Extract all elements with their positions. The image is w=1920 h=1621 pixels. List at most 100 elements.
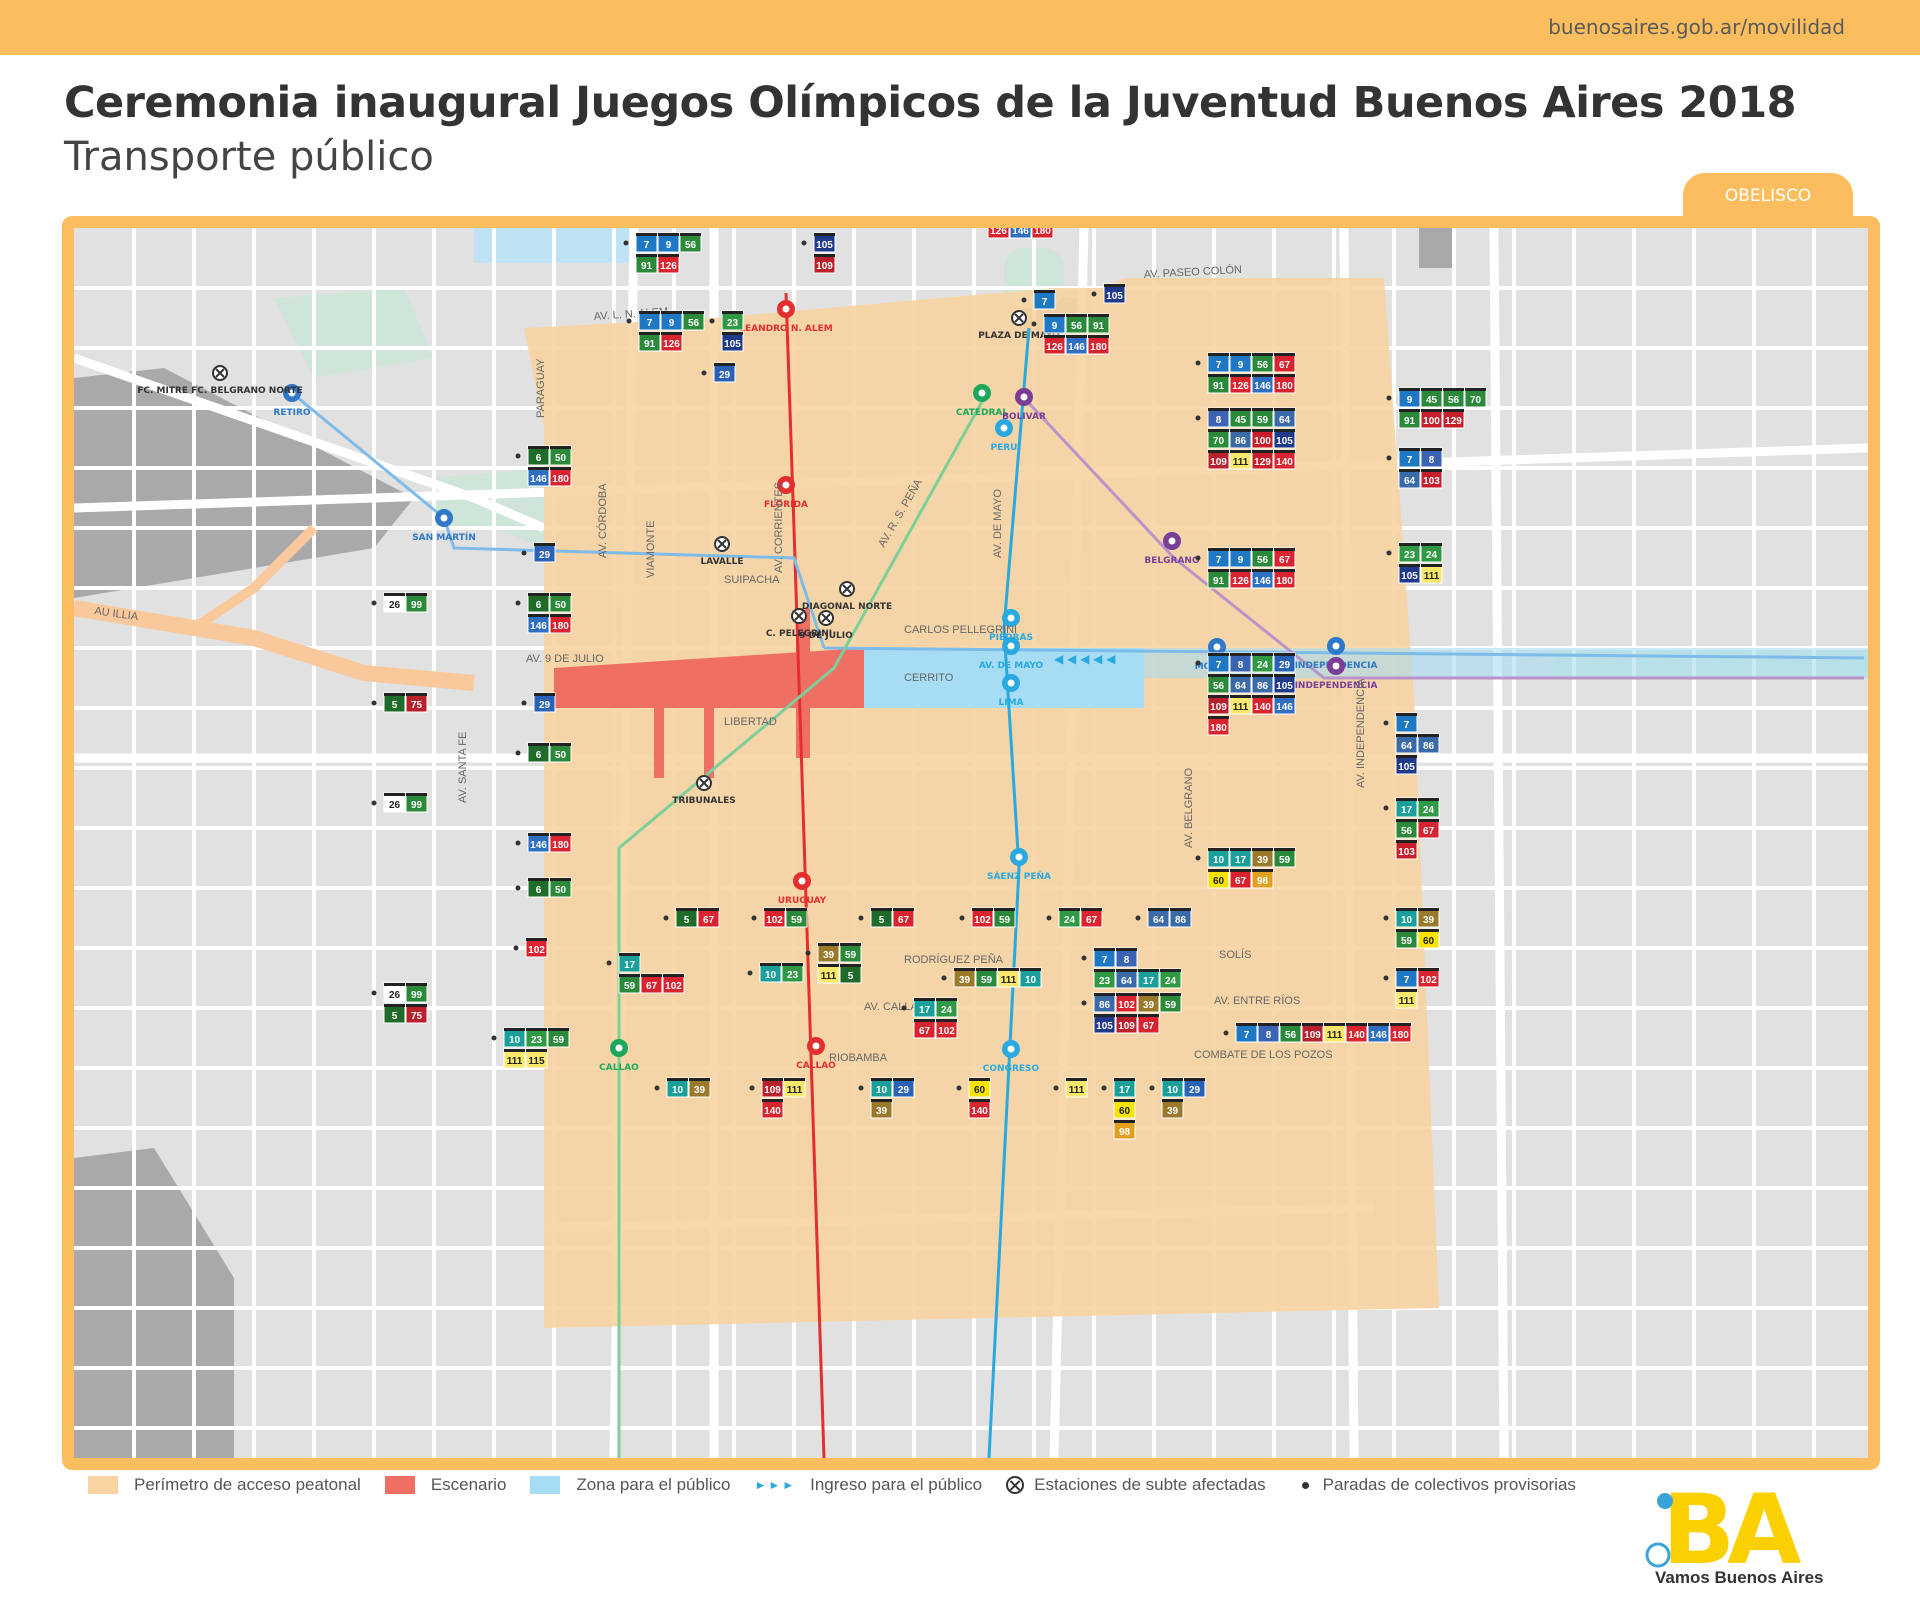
bus-stop-11[interactable]: 9 45 56 70 91 100 129 xyxy=(1386,387,1487,429)
bus-line-badge[interactable]: 103 xyxy=(1420,468,1443,489)
bus-line-badge[interactable]: 26 xyxy=(383,982,406,1003)
bus-stop-41[interactable]: 17 59 67 102 xyxy=(606,952,685,994)
bus-line-badge[interactable]: 100 xyxy=(1420,408,1443,429)
bus-line-badge[interactable]: 7 xyxy=(1207,547,1230,568)
bus-line-badge[interactable]: 7 xyxy=(1033,289,1056,310)
bus-line-badge[interactable]: 10 xyxy=(1161,1077,1184,1098)
bus-line-badge[interactable]: 5 xyxy=(383,1003,406,1024)
bus-stop-7[interactable]: 105 xyxy=(1091,283,1126,304)
bus-line-badge[interactable]: 59 xyxy=(839,942,862,963)
bus-line-badge[interactable]: 59 xyxy=(993,907,1016,928)
bus-line-badge[interactable]: 129 xyxy=(1442,408,1465,429)
bus-stop-43[interactable]: 39 59 111 10 xyxy=(941,967,1042,988)
bus-line-badge[interactable]: 24 xyxy=(1420,542,1443,563)
bus-stop-32[interactable]: 102 59 xyxy=(751,907,808,928)
bus-stop-33[interactable]: 5 67 xyxy=(858,907,915,928)
bus-line-badge[interactable]: 59 xyxy=(1273,847,1296,868)
bus-line-badge[interactable]: 126 xyxy=(657,253,680,274)
bus-stop-3[interactable]: 795691126146180 xyxy=(976,228,1076,239)
bus-line-badge[interactable]: 86 xyxy=(1093,992,1116,1013)
bus-line-badge[interactable]: 105 xyxy=(1093,1013,1116,1034)
affected-station-3[interactable]: DIAGONAL NORTE xyxy=(802,581,892,612)
bus-line-badge[interactable]: 17 xyxy=(1113,1077,1136,1098)
bus-stop-20[interactable]: 7 8 24 29 56 64 86 105 109 111 140 146 180 xyxy=(1195,652,1296,736)
bus-line-badge[interactable]: 75 xyxy=(405,692,428,713)
bus-line-badge[interactable]: 7 xyxy=(1235,1022,1258,1043)
bus-line-badge[interactable]: 6 xyxy=(527,877,550,898)
bus-line-badge[interactable]: 109 xyxy=(1207,449,1230,470)
bus-line-badge[interactable]: 111 xyxy=(1420,563,1443,584)
bus-stop-37[interactable]: 102 xyxy=(513,937,548,958)
bus-line-badge[interactable]: 9 xyxy=(1043,313,1066,334)
bus-line-badge[interactable]: 39 xyxy=(688,1077,711,1098)
bus-line-badge[interactable]: 8 xyxy=(1207,407,1230,428)
bus-line-badge[interactable]: 7 xyxy=(1093,947,1116,968)
bus-line-badge[interactable]: 67 xyxy=(1080,907,1103,928)
bus-stop-45[interactable]: 17 24 67 102 xyxy=(901,997,958,1039)
bus-line-badge[interactable]: 67 xyxy=(892,907,915,928)
bus-line-badge[interactable]: 64 xyxy=(1398,468,1421,489)
bus-line-badge[interactable]: 146 xyxy=(1251,568,1274,589)
bus-line-badge[interactable]: 6 xyxy=(527,445,550,466)
bus-stop-14[interactable]: 7 8 64 103 xyxy=(1386,447,1443,489)
bus-line-badge[interactable]: 111 xyxy=(1229,449,1252,470)
bus-line-badge[interactable]: 17 xyxy=(1395,797,1418,818)
station-5[interactable]: RETIRO xyxy=(273,384,311,418)
bus-stop-5[interactable]: 23 105 xyxy=(709,310,744,352)
bus-line-badge[interactable]: 126 xyxy=(1043,334,1066,355)
bus-line-badge[interactable]: 50 xyxy=(549,877,572,898)
bus-line-badge[interactable]: 50 xyxy=(549,742,572,763)
bus-line-badge[interactable]: 109 xyxy=(1301,1022,1324,1043)
bus-stop-44[interactable]: 26 99 5 75 xyxy=(371,982,428,1024)
bus-stop-21[interactable]: 5 75 xyxy=(371,692,428,713)
bus-line-badge[interactable]: 129 xyxy=(1251,449,1274,470)
bus-line-badge[interactable]: 56 xyxy=(1251,352,1274,373)
affected-station-1[interactable]: PLAZA DE MAYO xyxy=(978,310,1060,341)
bus-stop-25[interactable]: 26 99 xyxy=(371,792,428,813)
bus-line-badge[interactable]: 29 xyxy=(713,362,736,383)
bus-line-badge[interactable]: 126 xyxy=(660,331,683,352)
bus-line-badge[interactable]: 24 xyxy=(935,997,958,1018)
bus-line-badge[interactable]: 64 xyxy=(1115,968,1138,989)
station-16[interactable]: AV. DE MAYO xyxy=(979,637,1044,671)
bus-line-badge[interactable]: 180 xyxy=(1389,1022,1412,1043)
bus-line-badge[interactable]: 29 xyxy=(533,692,556,713)
station-17[interactable]: LIMA xyxy=(998,674,1024,708)
bus-line-badge[interactable]: 23 xyxy=(721,310,744,331)
bus-stop-51[interactable]: 10 29 39 xyxy=(858,1077,915,1119)
bus-line-badge[interactable]: 59 xyxy=(1159,992,1182,1013)
bus-line-badge[interactable]: 126 xyxy=(987,228,1010,239)
bus-line-badge[interactable]: 99 xyxy=(405,792,428,813)
bus-line-badge[interactable]: 98 xyxy=(1251,868,1274,889)
bus-stop-19[interactable]: 6 50 146 180 xyxy=(515,592,572,634)
station-4[interactable]: CALLAO xyxy=(796,1037,836,1071)
bus-line-badge[interactable]: 56 xyxy=(679,232,702,253)
bus-line-badge[interactable]: 146 xyxy=(1065,334,1088,355)
station-14[interactable]: PERU xyxy=(991,419,1018,453)
bus-line-badge[interactable]: 7 xyxy=(1398,447,1421,468)
bus-line-badge[interactable]: 140 xyxy=(761,1098,784,1119)
bus-line-badge[interactable]: 146 xyxy=(527,466,550,487)
bus-stop-39[interactable]: 7 8 23 64 17 24 xyxy=(1081,947,1182,989)
bus-stop-18[interactable]: 26 99 xyxy=(371,592,428,613)
bus-line-badge[interactable]: 99 xyxy=(405,982,428,1003)
bus-line-badge[interactable]: 180 xyxy=(1273,373,1296,394)
bus-line-badge[interactable]: 60 xyxy=(1113,1098,1136,1119)
bus-line-badge[interactable]: 7 xyxy=(1207,652,1230,673)
bus-line-badge[interactable]: 7 xyxy=(1395,967,1418,988)
bus-line-badge[interactable]: 10 xyxy=(1207,847,1230,868)
bus-line-badge[interactable]: 102 xyxy=(1417,967,1440,988)
bus-stop-48[interactable]: 10 23 59 111 115 xyxy=(491,1027,570,1069)
bus-line-badge[interactable]: 60 xyxy=(968,1077,991,1098)
affected-station-4[interactable]: 9 DE JULIO xyxy=(799,610,853,641)
station-11[interactable]: BOLIVAR xyxy=(1002,388,1046,422)
bus-line-badge[interactable]: 105 xyxy=(1398,563,1421,584)
bus-line-badge[interactable]: 111 xyxy=(1323,1022,1346,1043)
bus-line-badge[interactable]: 111 xyxy=(1229,694,1252,715)
bus-line-badge[interactable]: 29 xyxy=(1183,1077,1206,1098)
bus-line-badge[interactable]: 17 xyxy=(1137,968,1160,989)
transport-map[interactable]: ◀ ◀ ◀ ◀ ◀ LEANDRO N. ALEM FLORIDA URUGUAY C… xyxy=(74,228,1868,1458)
bus-line-badge[interactable]: 7 xyxy=(638,310,661,331)
bus-line-badge[interactable]: 39 xyxy=(870,1098,893,1119)
bus-line-badge[interactable]: 56 xyxy=(1279,1022,1302,1043)
